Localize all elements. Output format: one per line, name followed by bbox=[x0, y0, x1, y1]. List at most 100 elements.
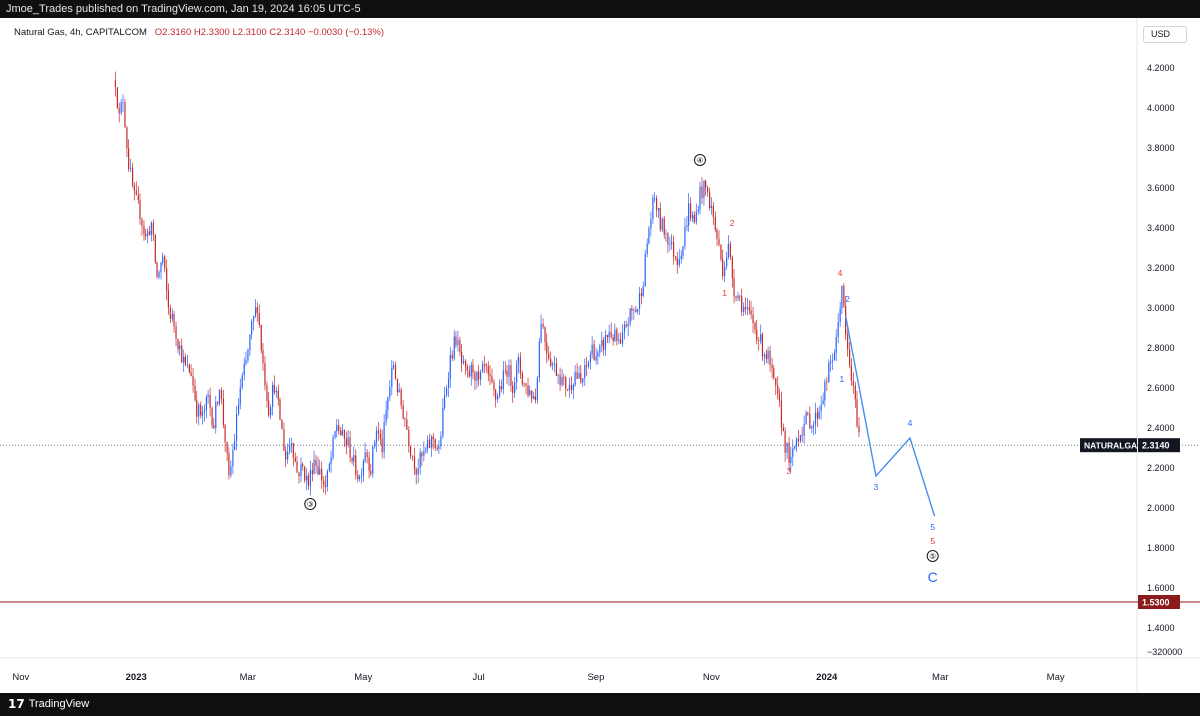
candle-up bbox=[710, 205, 712, 209]
x-tick-label: Jul bbox=[473, 672, 485, 683]
candle-down bbox=[816, 412, 819, 419]
candle-down bbox=[220, 390, 223, 399]
candle-down bbox=[355, 455, 357, 476]
candle-up bbox=[287, 451, 289, 460]
candle-down bbox=[192, 376, 194, 386]
candle-down bbox=[606, 334, 609, 338]
brand-label: TradingView bbox=[28, 698, 90, 710]
candle-down bbox=[224, 424, 226, 442]
candle-down bbox=[406, 419, 408, 430]
candle-down bbox=[718, 239, 720, 245]
candle-down bbox=[523, 383, 525, 385]
candle-up bbox=[389, 386, 391, 398]
candle-up bbox=[584, 365, 586, 379]
candle-up bbox=[235, 414, 238, 442]
currency-button[interactable]: USD bbox=[1143, 26, 1187, 43]
candle-down bbox=[209, 394, 211, 408]
candle-up bbox=[362, 460, 365, 476]
candle-down bbox=[188, 364, 190, 373]
candle-down bbox=[744, 307, 746, 310]
candle-down bbox=[735, 296, 737, 299]
candle-down bbox=[294, 457, 296, 462]
symbol-badge bbox=[1080, 438, 1137, 453]
candle-up bbox=[332, 437, 334, 458]
candle-up bbox=[122, 102, 124, 103]
symbol-info: Natural Gas, 4h, CAPITALCOM O2.3160 H2.3… bbox=[14, 27, 384, 38]
candle-down bbox=[729, 243, 731, 258]
y-tick-label: 1.6000 bbox=[1147, 583, 1175, 593]
candle-down bbox=[400, 389, 402, 406]
candle-down bbox=[436, 448, 438, 449]
candle-down bbox=[381, 438, 383, 453]
candle-down bbox=[809, 413, 811, 429]
candle-up bbox=[374, 442, 376, 447]
candle-down bbox=[190, 372, 192, 377]
candle-down bbox=[705, 180, 707, 188]
y-tick-label: 3.2000 bbox=[1147, 263, 1175, 273]
candle-down bbox=[169, 307, 171, 319]
candle-up bbox=[237, 404, 240, 415]
candle-up bbox=[595, 356, 597, 361]
candle-down bbox=[409, 446, 412, 456]
candle-down bbox=[116, 87, 118, 109]
wave-circle bbox=[926, 550, 939, 562]
candle-down bbox=[296, 461, 298, 473]
wave-label: 2 bbox=[730, 218, 735, 228]
candle-up bbox=[239, 387, 241, 405]
candle-up bbox=[443, 395, 446, 408]
candle-up bbox=[653, 198, 656, 199]
candle-down bbox=[184, 356, 187, 365]
candle-up bbox=[688, 203, 690, 226]
candle-down bbox=[264, 363, 266, 386]
candle-down bbox=[635, 309, 637, 312]
candle-up bbox=[726, 257, 728, 267]
candle-up bbox=[614, 329, 616, 342]
candle-down bbox=[194, 385, 196, 401]
candle-down bbox=[714, 216, 716, 230]
candle-up bbox=[794, 445, 796, 449]
candle-down bbox=[769, 350, 771, 365]
candle-down bbox=[531, 390, 533, 399]
candle-up bbox=[650, 219, 652, 229]
chart-svg[interactable]: ③ ④ ⑤ C 1 2 3 4 5 1 2 3 4 5 4.2000 4.0000 3.8000 3.6000 3… bbox=[0, 18, 1200, 693]
candle-down bbox=[262, 349, 264, 364]
candle-down bbox=[377, 430, 380, 434]
candle-up bbox=[540, 324, 542, 342]
candle-up bbox=[130, 168, 132, 170]
candle-up bbox=[423, 450, 425, 457]
candle-down bbox=[826, 381, 828, 383]
candle-up bbox=[551, 364, 554, 366]
candle-down bbox=[474, 372, 476, 381]
candle-up bbox=[289, 445, 291, 452]
candle-down bbox=[177, 338, 179, 349]
candle-down bbox=[843, 285, 845, 307]
tradingview-logo[interactable]: 17 TradingView bbox=[8, 697, 89, 711]
candle-down bbox=[154, 234, 156, 263]
candle-down bbox=[145, 233, 147, 237]
candle-up bbox=[158, 272, 160, 278]
candle-up bbox=[253, 316, 255, 321]
candle-up bbox=[737, 295, 739, 299]
candle-down bbox=[559, 375, 561, 385]
candle-down bbox=[663, 218, 665, 235]
candle-down bbox=[758, 340, 760, 342]
candle-up bbox=[497, 395, 499, 400]
candle-up bbox=[160, 262, 162, 273]
candle-down bbox=[780, 400, 783, 428]
candle-up bbox=[453, 336, 455, 359]
projection-path bbox=[844, 315, 936, 517]
symbol-badge-label: NATURALGAS bbox=[1084, 441, 1143, 451]
candle-down bbox=[466, 366, 468, 371]
candle-down bbox=[343, 429, 346, 439]
candle-up bbox=[419, 452, 421, 469]
y-tick-label: 1.8000 bbox=[1147, 543, 1175, 553]
candle-up bbox=[398, 389, 400, 393]
candle-up bbox=[678, 259, 680, 266]
candle-down bbox=[565, 377, 567, 390]
candle-down bbox=[801, 435, 803, 437]
candle-up bbox=[341, 429, 344, 436]
candle-down bbox=[625, 324, 627, 327]
candle-up bbox=[648, 228, 650, 244]
candle-up bbox=[502, 370, 504, 390]
candle-down bbox=[534, 396, 536, 401]
